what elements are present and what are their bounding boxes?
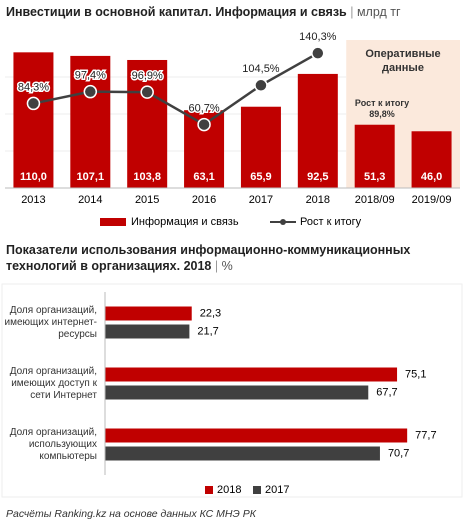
- bar: [240, 106, 281, 188]
- bar: [105, 446, 380, 461]
- title-text: Инвестиции в основной капитал. Информаци…: [6, 5, 347, 19]
- chart-title: Показатели использования информационно-к…: [6, 243, 411, 273]
- line-value-label: 97,4%: [75, 70, 106, 82]
- bar: [105, 385, 369, 400]
- line-marker: [83, 84, 98, 99]
- bar-value-label: 107,1: [77, 171, 105, 183]
- unit: %: [221, 259, 233, 273]
- line-marker: [254, 78, 268, 93]
- legend-label: Рост к итогу: [300, 216, 362, 228]
- y-tick-label: Доля организаций, имеющих доступ к сети …: [9, 365, 97, 401]
- title-text: Показатели использования информационно-к…: [6, 243, 411, 273]
- bar: [127, 59, 168, 189]
- x-tick-label: 2013: [21, 194, 45, 206]
- line-value-label: 84,3%: [18, 81, 49, 93]
- bar: [105, 428, 408, 443]
- bar-value-label: 21,7: [197, 325, 218, 337]
- bar: [354, 124, 395, 188]
- x-tick-label: 2016: [192, 194, 216, 206]
- bar-value-label: 65,9: [250, 171, 271, 183]
- bar: [297, 73, 338, 188]
- x-tick-label: 2017: [249, 194, 273, 206]
- annotation: Оперативные данные: [365, 48, 441, 74]
- line: [33, 52, 319, 127]
- chart-title: Инвестиции в основной капитал. Информаци…: [6, 5, 401, 19]
- plot-frame: [1, 283, 463, 498]
- x-tick-label: 2018/09: [355, 194, 395, 206]
- line-value-label: 96,9%: [132, 70, 163, 82]
- legend-label: 2017: [265, 484, 289, 496]
- bar-value-label: 103,8: [133, 171, 161, 183]
- line-marker: [26, 96, 41, 111]
- y-tick-label: Доля организаций, использующих компьютер…: [9, 426, 97, 462]
- legend-swatch: [205, 486, 213, 494]
- bar-value-label: 110,0: [20, 171, 47, 183]
- line-value-label: 140,3%: [299, 31, 337, 43]
- legend-label: 2018: [217, 484, 241, 496]
- x-tick-label: 2019/09: [412, 194, 452, 206]
- bar-value-label: 70,7: [388, 447, 409, 459]
- x-tick-label: 2018: [306, 194, 330, 206]
- legend-swatch: [280, 219, 286, 225]
- line-marker: [140, 85, 154, 99]
- legend-swatch: [100, 218, 126, 226]
- bar: [105, 306, 192, 321]
- bar-value-label: 75,1: [405, 368, 426, 380]
- bar-value-label: 67,7: [376, 386, 397, 398]
- x-tick-label: 2014: [78, 194, 102, 206]
- source: Расчёты Ranking.kz на основе данных КС М…: [6, 508, 256, 520]
- legend-swatch: [253, 486, 261, 494]
- legend-label: Информация и связь: [131, 216, 239, 228]
- annotation: Рост к итогу 89,8%: [354, 98, 410, 119]
- bar: [70, 55, 111, 188]
- bar-value-label: 51,3: [364, 171, 385, 183]
- bar-value-label: 92,5: [307, 171, 328, 183]
- line-marker: [197, 117, 211, 132]
- bar: [105, 367, 398, 382]
- unit: млрд тг: [356, 5, 401, 19]
- bar-value-label: 77,7: [415, 429, 436, 441]
- bar-value-label: 63,1: [193, 171, 214, 183]
- x-tick-label: 2015: [135, 194, 159, 206]
- bar: [13, 52, 54, 189]
- line-value-label: 104,5%: [242, 63, 280, 75]
- line-value-label: 60,7%: [188, 102, 219, 114]
- line-marker: [311, 46, 325, 60]
- bar-value-label: 22,3: [200, 307, 221, 319]
- bar-value-label: 46,0: [421, 171, 442, 183]
- y-tick-label: Доля организаций, имеющих интернет-ресур…: [4, 304, 97, 340]
- bar: [105, 324, 190, 339]
- bar: [411, 131, 452, 188]
